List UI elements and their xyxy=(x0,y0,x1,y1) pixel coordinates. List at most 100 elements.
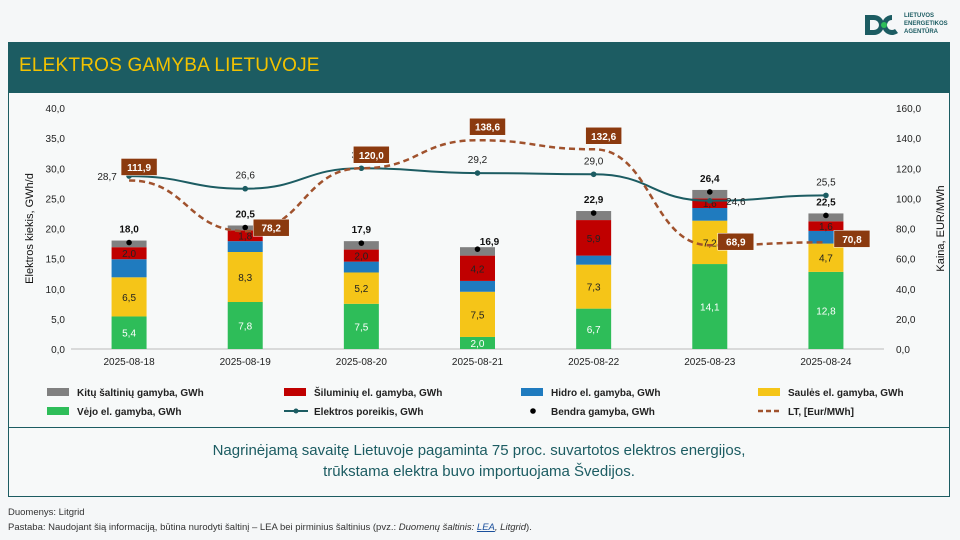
price-label-box xyxy=(252,218,290,237)
x-tick-label: 2025-08-23 xyxy=(684,357,736,368)
x-tick-label: 2025-08-19 xyxy=(220,357,272,368)
bar-value-label: 14,1 xyxy=(700,303,720,314)
bar-segment xyxy=(460,280,495,292)
price-label: 68,9 xyxy=(726,238,746,249)
logo-text-line2: ENERGETIKOS xyxy=(904,21,948,27)
y-tick-label: 10,0 xyxy=(46,285,66,296)
legend-swatch xyxy=(284,388,306,396)
demand-point xyxy=(590,171,597,178)
y-axis-label: Elektros kiekis, GWh/d xyxy=(24,173,36,284)
total-label: 22,9 xyxy=(584,195,604,206)
bar-segment xyxy=(460,291,495,337)
bar-segment xyxy=(576,308,612,349)
price-label-box xyxy=(469,117,506,136)
legend-label: Bendra gamyba, GWh xyxy=(551,407,655,418)
y2-tick-label: 120,0 xyxy=(896,164,921,175)
bar-value-label: 8,3 xyxy=(238,273,252,284)
total-label: 17,9 xyxy=(352,225,372,236)
legend-label: Kitų šaltinių gamyba, GWh xyxy=(77,388,204,399)
price-label: 70,8 xyxy=(842,235,862,246)
demand-label: 26,6 xyxy=(235,171,255,182)
legend-swatch-dot xyxy=(293,408,299,414)
chart-svg: 0,0 5,0 10,0 15,0 20,0 25,0 30,0 35,0 40,0 0,0 20,… xyxy=(24,104,947,418)
lea-logo: LIETUVOS ENERGETIKOS AGENTŪRA xyxy=(862,12,952,40)
legend-swatch xyxy=(521,388,543,396)
bar-segment xyxy=(227,302,263,349)
y-tick-label: 30,0 xyxy=(46,164,66,175)
total-point xyxy=(706,189,713,195)
y-tick-label: 25,0 xyxy=(46,194,66,205)
bar-segment xyxy=(343,272,379,304)
bar-value-label: 5,9 xyxy=(587,234,601,245)
y-tick-label: 15,0 xyxy=(46,255,66,266)
price-label: 78,2 xyxy=(261,224,281,235)
y-tick-label: 5,0 xyxy=(51,315,65,326)
x-tick-label: 2025-08-20 xyxy=(336,357,388,368)
bar-value-label: 5,4 xyxy=(122,329,136,340)
bar-value-label: 7,2 xyxy=(703,238,717,249)
bar-segment xyxy=(460,255,495,281)
bar-segment xyxy=(227,241,263,252)
total-label: 26,4 xyxy=(700,174,720,185)
x-tick-label: 2025-08-21 xyxy=(452,357,504,368)
demand-point xyxy=(358,165,365,172)
bar-value-label: 7,5 xyxy=(354,322,368,333)
y-tick-label: 20,0 xyxy=(46,225,66,236)
y2-tick-label: 140,0 xyxy=(896,134,921,145)
lea-logo-icon xyxy=(865,15,898,35)
legend-label: Elektros poreikis, GWh xyxy=(314,407,423,418)
demand-label: 24,6 xyxy=(726,197,746,208)
legend-label: Vėjo el. gamyba, GWh xyxy=(77,407,181,418)
y-tick-label: 0,0 xyxy=(51,345,65,356)
legend-swatch xyxy=(758,388,780,396)
bar-value-label: 2,0 xyxy=(471,339,485,350)
bar-segment xyxy=(460,336,495,349)
usage-note: Pastaba: Naudojant šią informaciją, būti… xyxy=(8,522,532,533)
legend-swatch xyxy=(47,388,69,396)
price-label-box xyxy=(585,127,622,145)
x-tick-label: 2025-08-24 xyxy=(800,357,852,368)
price-label-box xyxy=(833,230,871,248)
summary-line-1: Nagrinėjamą savaitę Lietuvoje pagaminta … xyxy=(212,442,746,459)
bar-segment xyxy=(808,271,844,349)
price-label-box xyxy=(120,158,158,176)
bar-value-label: 7,5 xyxy=(471,310,485,321)
bar-segment xyxy=(227,230,263,242)
bar-segment xyxy=(692,208,728,221)
demand-point xyxy=(474,170,481,176)
demand-point xyxy=(823,192,829,199)
y2-tick-label: 40,0 xyxy=(896,285,916,296)
x-tick-label: 2025-08-18 xyxy=(103,357,155,368)
total-label: 18,0 xyxy=(119,225,139,236)
total-point xyxy=(474,246,481,252)
price-label: 120,0 xyxy=(359,151,384,162)
y2-tick-label: 100,0 xyxy=(896,194,921,205)
bar-value-label: 4,7 xyxy=(819,254,833,265)
usage-note-prefix: Pastaba: Naudojant šią informaciją, būti… xyxy=(8,522,399,533)
legend-label: Saulės el. gamyba, GWh xyxy=(788,388,904,399)
demand-label: 25,5 xyxy=(816,177,836,188)
usage-note-suffix: ). xyxy=(526,522,532,533)
total-point xyxy=(823,212,829,219)
source-note: Duomenys: Litgrid xyxy=(8,507,85,518)
price-line xyxy=(129,138,826,247)
price-label-box xyxy=(353,146,390,164)
y-tick-label: 35,0 xyxy=(46,134,66,145)
y2-axis-label: Kaina, EUR/MWh xyxy=(935,185,947,271)
price-label: 138,6 xyxy=(475,123,500,134)
total-label: 16,9 xyxy=(480,237,500,248)
bar-value-label: 7,8 xyxy=(238,322,252,333)
y2-tick-label: 0,0 xyxy=(896,345,910,356)
summary-message: Nagrinėjamą savaitę Lietuvoje pagaminta … xyxy=(9,440,949,482)
bar-value-label: 1,6 xyxy=(819,222,833,233)
bar-value-label: 6,7 xyxy=(587,325,601,336)
bar-segment xyxy=(343,261,379,273)
total-point xyxy=(358,240,365,246)
chart-panel: ELEKTROS GAMYBA LIETUVOJE 0,0 5,0 10,0 15,0… xyxy=(8,42,950,497)
legend-label: LT, [Eur/MWh] xyxy=(788,407,854,418)
lea-link[interactable]: LEA xyxy=(476,522,495,533)
usage-note-italic: Duomenų šaltinis: xyxy=(398,522,477,533)
total-point xyxy=(126,239,132,246)
bar-value-label: 2,0 xyxy=(122,249,136,260)
bar-segment xyxy=(576,255,612,265)
